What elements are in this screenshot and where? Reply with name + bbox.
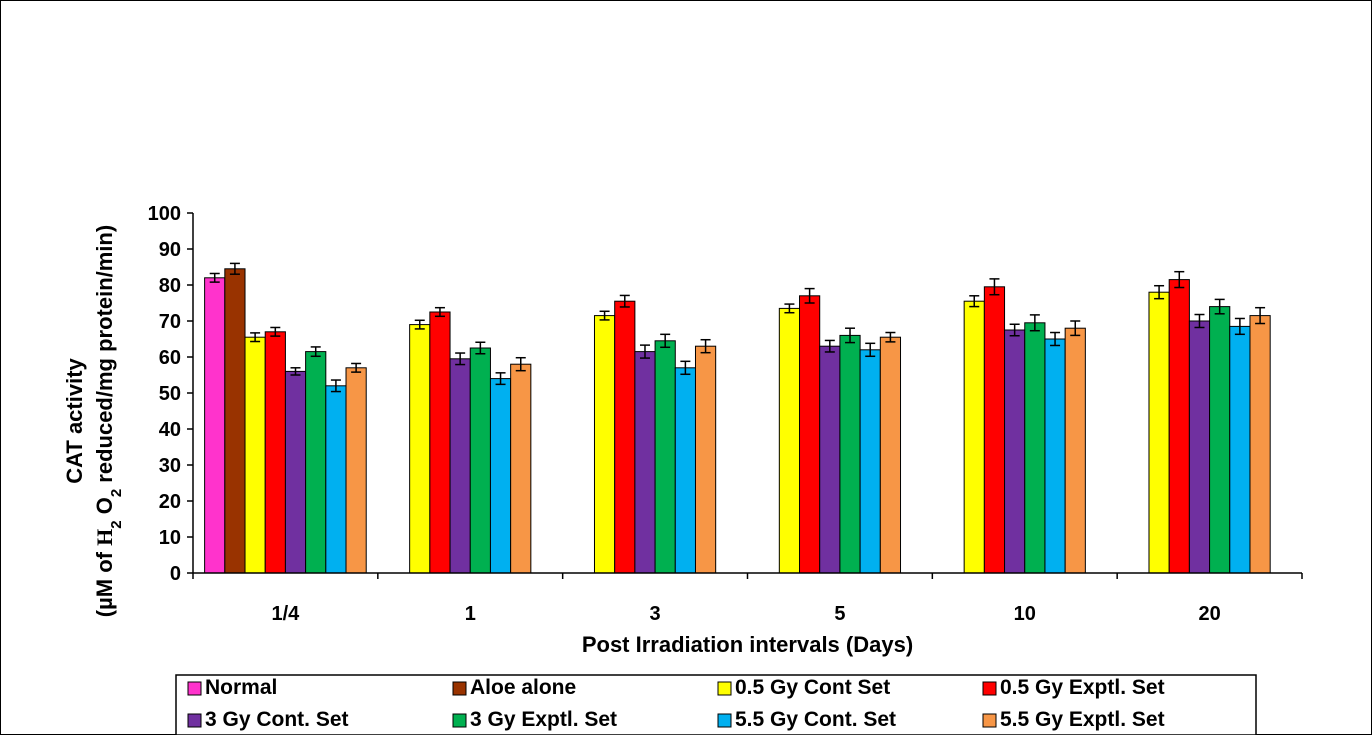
x-axis-title: Post Irradiation intervals (Days) — [582, 632, 913, 657]
y-tick-label: 0 — [170, 563, 181, 585]
bar — [305, 351, 327, 574]
y-tick-label: 10 — [159, 527, 181, 549]
bar — [674, 367, 696, 574]
x-tick-label: 10 — [1014, 603, 1036, 625]
bar — [634, 351, 656, 574]
legend-box — [175, 674, 1257, 735]
bar — [325, 385, 347, 574]
bar — [469, 347, 491, 574]
legend-label: 3 Gy Cont. Set — [205, 708, 349, 731]
y-tick-label: 60 — [159, 347, 181, 369]
y-axis-title: CAT activity (µM of H2 O2 reduced/mg pro… — [62, 225, 125, 617]
bar — [204, 277, 226, 574]
y-tick-label: 40 — [159, 419, 181, 441]
bar — [1044, 338, 1066, 574]
legend-swatch — [982, 713, 997, 728]
bar — [1209, 306, 1231, 574]
bar — [409, 324, 431, 574]
y-tick-label: 100 — [148, 203, 181, 225]
bar — [345, 367, 367, 574]
legend-swatch — [717, 713, 732, 728]
bar — [1168, 279, 1190, 574]
bar — [489, 378, 512, 574]
y-axis-title-h-sub: 2 — [108, 520, 125, 528]
x-tick-label: 5 — [834, 603, 845, 625]
bar — [963, 300, 985, 574]
y-axis-title-suffix: reduced/mg protein/min) — [92, 225, 117, 489]
legend-label: Normal — [205, 676, 277, 699]
legend-label: 3 Gy Exptl. Set — [470, 708, 617, 731]
bar — [449, 358, 471, 574]
tick-labels-layer: 0 10 20 30 40 50 60 70 80 90 100 1/4 1 3 5 10 20 — [148, 203, 1221, 625]
x-tick-label: 3 — [650, 603, 661, 625]
bar — [244, 336, 266, 574]
legend-swatch — [187, 681, 202, 696]
legend-swatch — [452, 681, 467, 696]
y-tick-label: 30 — [159, 455, 181, 477]
bar — [1249, 315, 1271, 574]
legend-swatch — [717, 681, 732, 696]
y-tick-label: 20 — [159, 491, 181, 513]
legend-label: 5.5 Gy Exptl. Set — [1000, 708, 1165, 731]
bar — [1024, 322, 1046, 574]
x-tick-label: 1/4 — [272, 603, 301, 625]
x-tick-label: 1 — [465, 603, 476, 625]
bar — [1229, 325, 1251, 574]
y-tick-label: 90 — [159, 239, 181, 261]
bar — [510, 363, 532, 574]
bar — [839, 334, 861, 574]
bars-layer — [204, 262, 1271, 574]
bar — [429, 311, 451, 574]
y-tick-label: 50 — [159, 383, 181, 405]
bar — [614, 300, 636, 574]
bar — [264, 331, 286, 574]
bar — [694, 345, 717, 574]
axes-layer — [187, 212, 1303, 579]
legend-label: 0.5 Gy Cont Set — [735, 676, 890, 699]
bar — [593, 315, 616, 574]
legend-label: Aloe alone — [470, 676, 576, 699]
bar — [1004, 329, 1026, 574]
bar — [799, 295, 821, 574]
y-tick-label: 70 — [159, 311, 181, 333]
legend-swatch — [187, 713, 202, 728]
bar — [1064, 327, 1086, 574]
y-axis-title-h: H — [92, 529, 117, 546]
x-tick-label: 20 — [1198, 603, 1220, 625]
y-axis-title-o: O — [92, 497, 117, 520]
legend-label: 0.5 Gy Exptl. Set — [1000, 676, 1165, 699]
bar — [1188, 320, 1211, 574]
y-axis-title-line1: CAT activity — [62, 357, 87, 483]
legend-swatch — [452, 713, 467, 728]
bar — [284, 370, 307, 574]
y-tick-label: 80 — [159, 275, 181, 297]
bar — [224, 268, 246, 574]
bar — [879, 336, 902, 574]
legend-label: 5.5 Gy Cont. Set — [735, 708, 896, 731]
bar — [1148, 291, 1170, 574]
y-axis-title-line2: (µM of H2 O2 reduced/mg protein/min) — [92, 225, 125, 617]
bar — [654, 340, 676, 574]
bar — [819, 345, 841, 574]
y-axis-title-o-sub: 2 — [108, 489, 125, 497]
y-axis-title-prefix: (µM of — [92, 546, 117, 617]
bar — [983, 286, 1006, 574]
legend-swatch — [982, 681, 997, 696]
bar — [859, 349, 881, 574]
bar — [778, 307, 801, 574]
legend: Normal Aloe alone 0.5 Gy Cont Set 0.5 Gy Ex… — [175, 674, 1257, 735]
